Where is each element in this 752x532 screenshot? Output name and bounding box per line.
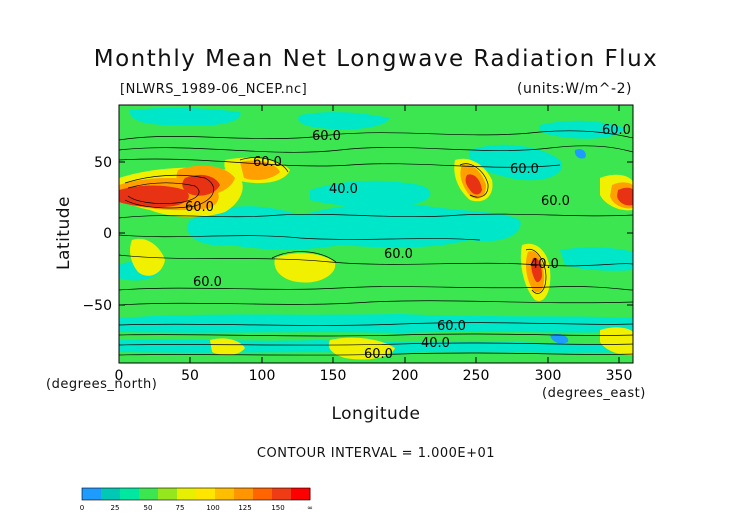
colorbar-label: 50 (144, 504, 153, 512)
map-title: Monthly Mean Net Longwave Radiation Flux (93, 46, 659, 72)
colorbar-label: ∞ (307, 504, 313, 512)
x-axis-ticks (118, 105, 620, 363)
colorbar-swatch (82, 488, 102, 500)
colorbar-label: 0 (80, 504, 84, 512)
contour-labels: 60.0 60.0 40.0 60.0 60.0 60.0 60.0 40.0 … (185, 123, 631, 362)
contour-label: 60.0 (602, 123, 631, 138)
x-axis-label: Longitude (331, 404, 421, 424)
x-tick-label: 250 (463, 368, 490, 384)
contour-label: 40.0 (329, 182, 358, 197)
colorbar-swatch (158, 488, 178, 500)
colorbar-swatch (196, 488, 216, 500)
peak-flux-regions (119, 174, 633, 283)
contour-label: 60.0 (185, 200, 214, 215)
x-tick-label: 300 (535, 368, 562, 384)
units-label: (units:W/m^-2) (517, 81, 632, 97)
x-tick-label: 200 (392, 368, 419, 384)
contour-interval-note: CONTOUR INTERVAL = 1.000E+01 (256, 446, 496, 461)
x-tick-label: 0 (115, 368, 124, 384)
contour-label: 60.0 (193, 275, 222, 290)
contour-label: 60.0 (253, 155, 282, 170)
file-label: [NLWRS_1989-06_NCEP.nc] (120, 82, 308, 97)
contour-label: 60.0 (312, 129, 341, 144)
colorbar-swatch (120, 488, 140, 500)
colorbar-label: 25 (111, 504, 120, 512)
colorbar-swatch (215, 488, 235, 500)
contour-lines (119, 130, 633, 356)
minimum-flux-patches (550, 149, 586, 344)
colorbar-label: 100 (206, 504, 219, 512)
x-tick-label: 150 (320, 368, 347, 384)
x-tick-label: 50 (181, 368, 199, 384)
x-tick-labels: 0 50 100 150 200 250 300 350 (115, 368, 633, 384)
colorbar-label: 150 (271, 504, 284, 512)
colorbar-label: 75 (176, 504, 185, 512)
colorbar-label: 125 (238, 504, 251, 512)
contour-label: 40.0 (530, 257, 559, 272)
colorbar-swatch (177, 488, 197, 500)
plot-frame (118, 104, 634, 364)
y-axis-label: Latitude (54, 196, 74, 270)
contour-label: 60.0 (364, 347, 393, 362)
contour-label: 40.0 (421, 336, 450, 351)
y-tick-label: 50 (94, 155, 112, 171)
colorbar-labels: 0 25 50 75 100 125 150 ∞ (80, 504, 313, 512)
y-tick-label: 0 (103, 226, 112, 242)
colorbar-swatch (272, 488, 292, 500)
contour-label: 60.0 (437, 319, 466, 334)
colorbar-swatch (101, 488, 121, 500)
x-unit-label: (degrees_north) (46, 377, 158, 392)
y-axis-ticks (119, 161, 633, 306)
colorbar-swatch (139, 488, 159, 500)
colorbar-swatch (291, 488, 311, 500)
contour-label: 60.0 (384, 247, 413, 262)
y-tick-labels: 50 0 −50 (82, 155, 112, 314)
y-tick-label: −50 (82, 298, 112, 314)
flux-field (119, 105, 633, 363)
colorbar-swatches (82, 488, 311, 500)
contour-label: 60.0 (510, 162, 539, 177)
contour-label: 60.0 (541, 194, 570, 209)
colorbar-frame (81, 487, 311, 501)
x-tick-label: 350 (606, 368, 633, 384)
y-unit-label: (degrees_east) (542, 386, 646, 401)
x-tick-label: 100 (249, 368, 276, 384)
colorbar-swatch (253, 488, 273, 500)
colorbar: 0 25 50 75 100 125 150 ∞ (80, 487, 313, 512)
colorbar-swatch (234, 488, 254, 500)
